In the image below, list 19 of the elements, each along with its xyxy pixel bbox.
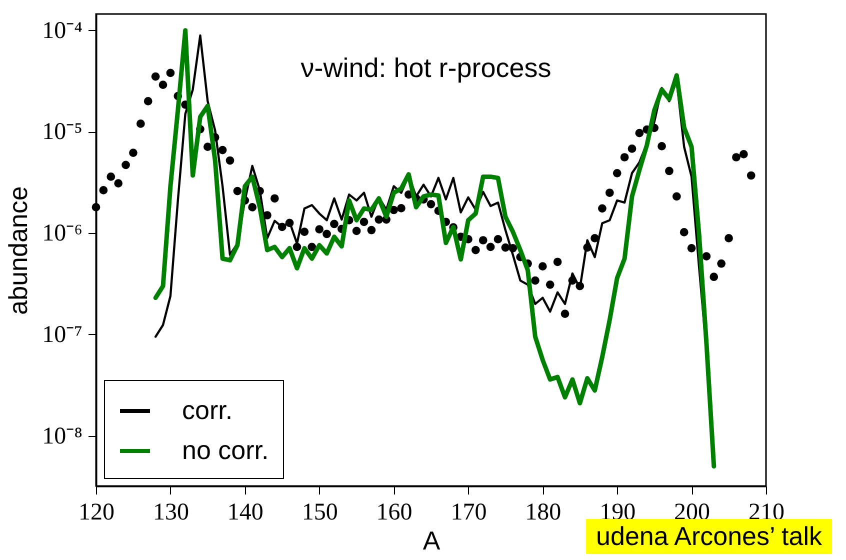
- x-tick-label: 120: [78, 500, 114, 526]
- line-series: [153, 28, 716, 469]
- legend-label: no corr.: [182, 435, 269, 465]
- x-tick-label: 130: [152, 500, 189, 526]
- x-tick-label: 160: [376, 500, 412, 526]
- legend-label: corr.: [182, 395, 233, 425]
- y-tick-label: 10⁻⁶: [42, 220, 82, 247]
- y-tick-label: 10⁻⁸: [42, 423, 82, 450]
- x-tick-label: 170: [450, 500, 487, 526]
- y-tick-label: 10⁻⁷: [42, 322, 82, 348]
- y-tick-label: 10⁻⁵: [42, 119, 82, 146]
- y-axis-title: abundance: [3, 186, 34, 315]
- x-tick-label: 150: [302, 500, 338, 526]
- text: ν-wind: hot r-process: [300, 53, 552, 83]
- text: udena Arcones’ talk: [586, 519, 832, 554]
- x-tick-label: 180: [525, 500, 562, 526]
- x-axis-title: A: [422, 526, 441, 556]
- x-tick-label: 140: [227, 500, 264, 526]
- y-tick-label: 10⁻⁴: [42, 18, 82, 44]
